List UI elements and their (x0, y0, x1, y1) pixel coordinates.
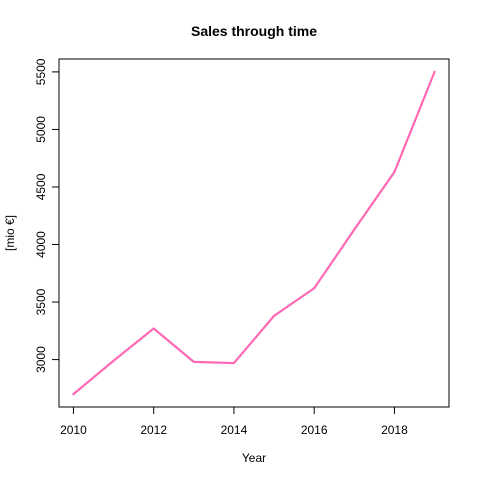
plot-frame (58, 58, 450, 408)
y-tick-label: 4500 (34, 173, 48, 200)
y-tick-label: 5000 (34, 116, 48, 143)
series-line (72, 70, 436, 396)
x-tick-label: 2012 (140, 423, 167, 437)
x-tick-label: 2016 (301, 423, 328, 437)
data-point (112, 359, 115, 362)
data-point (353, 228, 356, 231)
x-tick-label: 2018 (381, 423, 408, 437)
data-point (433, 70, 436, 73)
y-tick-label: 3000 (34, 346, 48, 373)
y-tick-label: 5500 (34, 58, 48, 85)
chart-title: Sales through time (191, 23, 317, 39)
data-point (152, 327, 155, 330)
data-point (393, 170, 396, 174)
x-tick-label: 2014 (221, 423, 248, 437)
plot-area: 2010 2012 2014 2016 2018 3000 3500 4000 4500 5000… (34, 58, 450, 437)
data-point (72, 393, 75, 396)
y-axis-label: [mio €] (3, 215, 17, 251)
x-axis-label: Year (242, 451, 266, 465)
y-tick-label: 4000 (34, 231, 48, 258)
x-tick-label: 2010 (60, 423, 87, 437)
data-point (192, 360, 195, 363)
data-point (313, 287, 316, 290)
data-point (272, 314, 276, 317)
data-point (232, 361, 236, 365)
y-tick-label: 3500 (34, 288, 48, 315)
